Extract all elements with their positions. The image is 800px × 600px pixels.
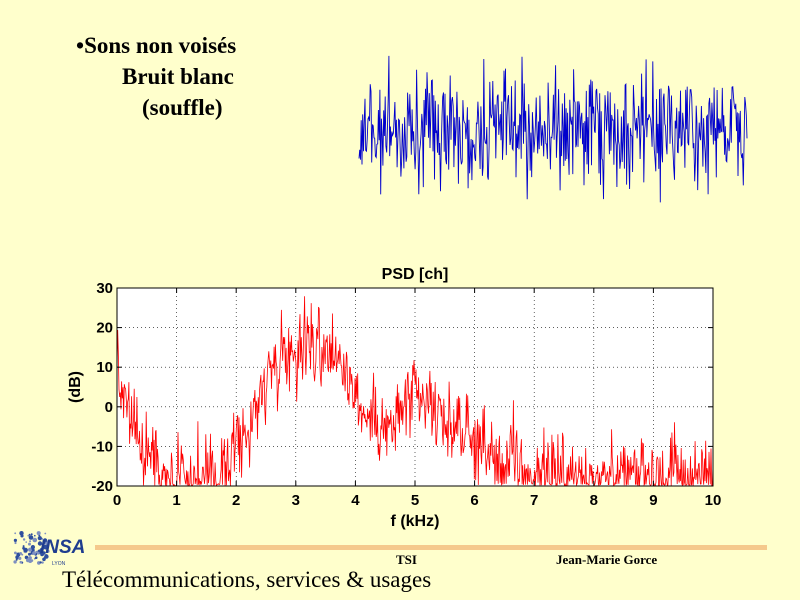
x-tick-label: 3 — [292, 492, 300, 509]
logo-dot — [19, 560, 23, 564]
x-tick-label: 7 — [530, 492, 538, 509]
logo-dot — [13, 538, 17, 542]
logo-dot — [14, 541, 17, 545]
bullet-marker: • — [76, 33, 85, 58]
logo-dot — [37, 536, 42, 541]
x-tick-label: 1 — [172, 492, 180, 509]
logo-dot — [46, 549, 50, 553]
y-tick-label: 30 — [96, 280, 113, 297]
logo-dot — [36, 531, 41, 536]
waveform-line — [358, 55, 748, 203]
logo-dot — [30, 533, 33, 536]
logo-dot — [21, 553, 24, 556]
x-tick-label: 8 — [590, 492, 598, 509]
x-tick-label: 2 — [232, 492, 240, 509]
noise-waveform — [358, 55, 748, 203]
logo-dot — [28, 535, 34, 540]
logo-dot — [29, 540, 32, 543]
logo-dot — [44, 554, 49, 559]
logo-dot — [19, 531, 24, 536]
x-tick-label: 4 — [351, 492, 360, 509]
y-tick-label: 20 — [96, 320, 113, 337]
logo-dot — [28, 552, 31, 556]
logo-dot — [32, 537, 38, 543]
chart-title: PSD [ch] — [382, 266, 449, 283]
y-tick-label: 0 — [105, 399, 113, 416]
logo-dot — [36, 551, 40, 555]
logo-dot — [22, 546, 25, 550]
insa-logo: INSA LYON — [13, 531, 85, 567]
logo-dot — [30, 545, 35, 550]
logo-dot — [28, 556, 32, 560]
logo-dot — [31, 548, 34, 550]
footer-course: TSI — [396, 552, 417, 567]
logo-dot — [42, 551, 46, 555]
x-tick-label: 6 — [470, 492, 478, 509]
y-tick-label: 10 — [96, 359, 113, 376]
logo-dot — [27, 534, 30, 537]
logo-dot — [19, 552, 22, 555]
bullet-line-1: •Sons non voisés — [76, 30, 236, 62]
x-axis-label: f (kHz) — [391, 513, 440, 530]
logo-dot — [28, 542, 31, 546]
footer-divider — [95, 545, 767, 550]
psd-chart: 0 1 2 3 4 5 6 7 8 9 10 30 20 10 0 -10 -20 PSD [ch] f (kHz)… — [67, 266, 722, 530]
logo-dot — [18, 556, 22, 560]
logo-dots — [13, 531, 50, 565]
logo-dot — [37, 541, 43, 546]
logo-dot — [14, 532, 17, 535]
logo-dot — [22, 538, 26, 541]
y-axis-label: (dB) — [67, 371, 84, 403]
logo-dot — [35, 550, 38, 553]
logo-dot — [30, 559, 34, 562]
logo-dot — [43, 544, 48, 550]
logo-dot — [42, 557, 46, 562]
footer-title: Télécommunications, services & usages — [62, 567, 432, 592]
logo-dot — [32, 551, 36, 555]
bullet-line-2: Bruit blanc — [122, 64, 234, 89]
logo-text: INSA — [40, 537, 85, 558]
x-tick-label: 10 — [705, 492, 722, 509]
bullet-text-1: Sons non voisés — [84, 33, 237, 58]
logo-dot — [39, 561, 42, 564]
y-tick-label: -10 — [91, 438, 113, 455]
logo-dot — [14, 551, 17, 555]
logo-dot — [15, 558, 18, 561]
logo-dot — [41, 561, 44, 564]
logo-dot — [13, 560, 17, 564]
logo-subtext: LYON — [52, 561, 66, 567]
bullet-line-3: (souffle) — [142, 95, 223, 120]
logo-dot — [34, 556, 38, 559]
logo-dot — [28, 533, 31, 536]
logo-dot — [43, 538, 48, 543]
logo-dot — [22, 545, 25, 548]
y-tick-label: -20 — [91, 478, 113, 495]
logo-dot — [40, 547, 44, 552]
logo-dot — [44, 532, 47, 535]
x-tick-label: 0 — [113, 492, 121, 509]
x-tick-label: 9 — [649, 492, 657, 509]
x-tick-label: 5 — [411, 492, 419, 509]
logo-dot — [28, 547, 33, 552]
logo-dot — [34, 534, 36, 537]
footer-author: Jean-Marie Gorce — [556, 552, 658, 567]
logo-dot — [25, 541, 27, 543]
